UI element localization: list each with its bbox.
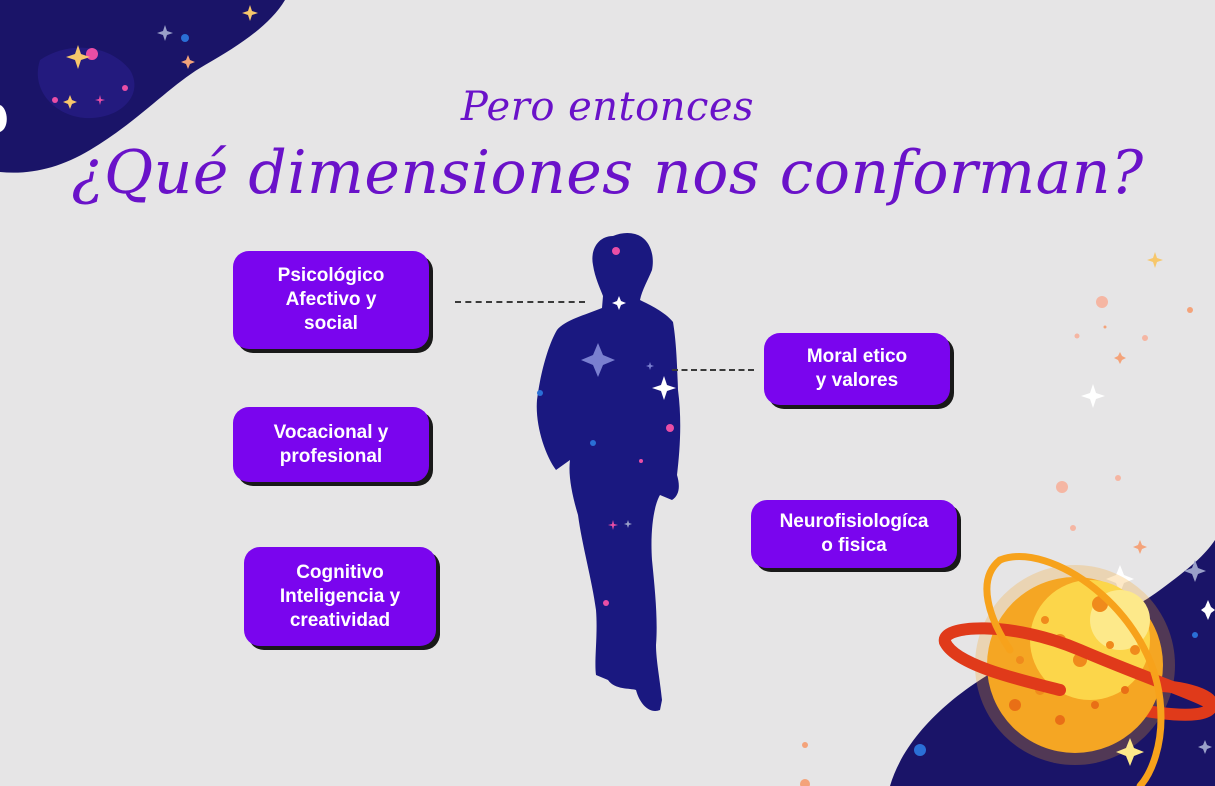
connector-line-left [455,301,585,303]
scattered-dots [800,252,1193,786]
space-blob-top-left [0,0,285,173]
subtitle: Pero entonces [460,84,755,130]
dimension-psicologico-box: Psicológico Afectivo y social [233,251,429,349]
planet-illustration [938,553,1215,786]
dimension-cognitivo-box: Cognitivo Inteligencia y creatividad [244,547,436,646]
dimension-neurofisiologica-box: Neurofisiologíca o fisica [751,500,957,568]
connector-line-right [672,369,754,371]
dimension-moral-box: Moral etico y valores [764,333,950,405]
page-title: ¿Qué dimensiones nos conforman? [71,138,1144,208]
dimension-vocacional-box: Vocacional y profesional [233,407,429,482]
person-silhouette [536,232,681,711]
